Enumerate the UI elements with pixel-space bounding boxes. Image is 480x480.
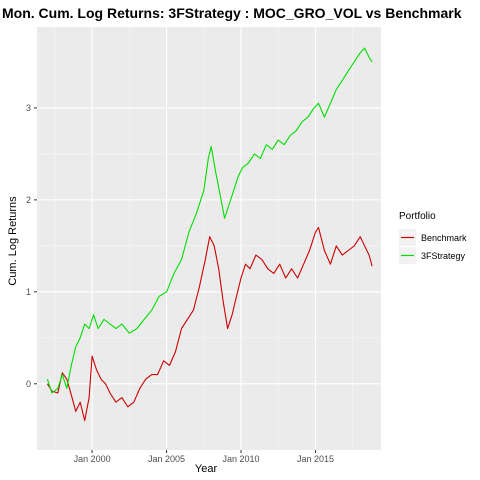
x-axis: Jan 2000 Jan 2005 Jan 2010 Jan 2015	[74, 450, 334, 464]
x-tick-label: Jan 2000	[74, 454, 111, 464]
legend-label: 3FStrategy	[421, 251, 466, 261]
y-tick-label: 1	[26, 287, 31, 297]
x-tick-label: Jan 2005	[148, 454, 185, 464]
legend: Portfolio Benchmark 3FStrategy	[399, 211, 467, 264]
x-axis-title: Year	[195, 463, 218, 475]
chart-title: Mon. Cum. Log Returns: 3FStrategy : MOC_…	[2, 5, 462, 21]
series-layer	[46, 47, 373, 422]
x-tick-label: Jan 2015	[297, 454, 334, 464]
y-axis: 0 1 2 3	[26, 103, 37, 389]
legend-title: Portfolio	[399, 211, 436, 222]
series-line-3fstrategy	[46, 47, 373, 394]
y-tick-label: 2	[26, 195, 31, 205]
grid-major	[37, 27, 381, 450]
y-tick-label: 3	[26, 103, 31, 113]
y-axis-title: Cum. Log Returns	[7, 196, 19, 286]
legend-label: Benchmark	[421, 233, 467, 243]
series-line-benchmark	[46, 226, 373, 422]
x-tick-label: Jan 2010	[222, 454, 259, 464]
y-tick-label: 0	[26, 379, 31, 389]
